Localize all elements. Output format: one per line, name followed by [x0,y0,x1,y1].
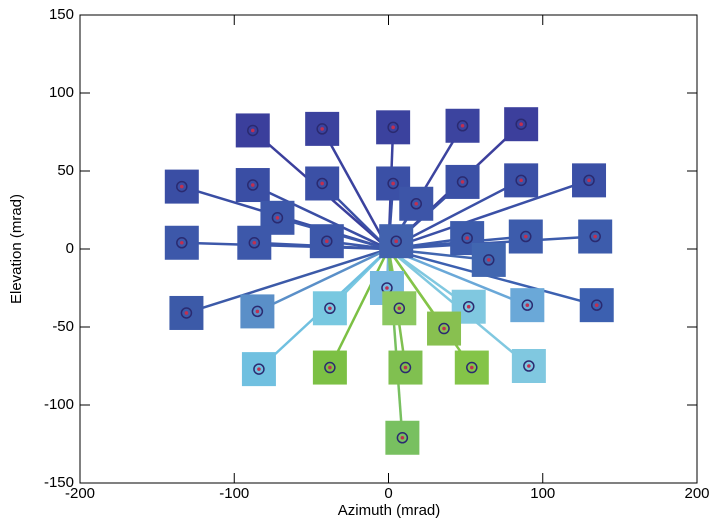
connector-line [388,179,590,251]
target-marker [316,123,328,135]
target-center [394,239,399,243]
target-center [442,326,446,331]
x-tick-label: 200 [684,485,709,502]
target-marker [316,177,328,190]
y-tick-label: 0 [66,240,74,257]
y-tick-label: 50 [57,162,74,179]
connector-line [321,128,390,250]
target-marker [321,235,333,247]
target-center [400,435,405,440]
target-marker [589,230,601,243]
target-center [460,123,465,128]
tiles [164,107,614,455]
connector-line [328,248,390,369]
target-center [184,311,189,315]
target-marker [523,360,535,372]
x-tick-label: 0 [384,485,392,502]
target-marker [176,180,188,193]
target-marker [248,237,261,249]
target-center [320,181,324,186]
target-marker [176,237,188,249]
y-tick-label: 150 [49,6,74,23]
target-center [250,183,255,187]
target-center [519,178,523,183]
target-marker [438,322,450,335]
x-axis-label: Azimuth (mrad) [338,502,441,519]
target-center [385,286,389,290]
target-center [391,181,395,186]
target-marker [462,300,475,313]
target-marker [521,299,534,311]
target-marker [393,302,406,315]
target-center [414,201,419,206]
target-center [519,122,523,126]
target-center [594,303,599,307]
target-marker [387,121,399,134]
target-marker [483,254,495,266]
target-center [250,128,255,133]
target-marker [253,363,265,375]
target-marker [590,299,603,311]
connector-line [388,247,598,307]
target-marker [583,174,595,187]
target-center [252,240,257,245]
y-tick-label: -150 [44,474,74,491]
target-marker [456,120,469,132]
target-marker [456,176,469,188]
connector-line [388,247,528,307]
target-center [397,306,402,311]
target-marker [396,432,409,444]
target-center [391,125,395,130]
target-marker [520,230,532,243]
target-center [180,240,184,245]
target-center [527,364,531,368]
target-marker [390,235,402,247]
target-center [593,234,597,239]
x-tick-label: 100 [530,485,555,502]
target-marker [410,198,423,210]
y-tick-label: -50 [52,318,74,335]
connector-line [256,247,390,313]
target-center [328,306,332,311]
x-tick-label: -200 [65,485,95,502]
target-marker [399,361,412,374]
target-marker [461,232,473,244]
connector-line [252,183,390,251]
y-tick-label: 100 [49,84,74,101]
connector-line [186,247,389,315]
target-center [469,365,474,370]
connector-line [388,235,596,251]
target-marker [515,118,527,130]
y-tick-label: -100 [44,396,74,413]
target-center [257,367,261,371]
target-center [403,365,408,370]
target-center [486,258,491,262]
target-marker [515,174,527,187]
target-center [523,234,528,239]
target-marker [324,302,336,315]
target-center [320,127,324,131]
target-center [328,365,332,370]
target-center [587,178,591,183]
target-marker [247,124,259,137]
target-center [525,303,530,307]
target-center [460,180,465,184]
target-center [466,304,471,309]
y-axis-label: Elevation (mrad) [8,194,25,304]
target-center [275,216,280,220]
connector-line [387,248,473,369]
x-tick-label: -100 [219,485,249,502]
target-marker [247,179,259,191]
target-center [325,239,329,243]
target-marker [387,177,399,190]
target-marker [324,361,336,374]
target-marker [271,212,284,224]
target-center [255,309,260,314]
target-marker [180,307,193,319]
target-marker [466,361,478,374]
target-center [180,184,184,189]
target-marker [251,305,264,318]
target-center [465,236,469,240]
